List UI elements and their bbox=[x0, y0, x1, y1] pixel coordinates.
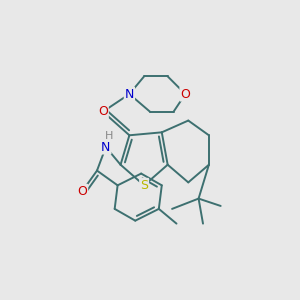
Text: H: H bbox=[105, 131, 113, 141]
Text: N: N bbox=[101, 141, 110, 154]
Text: O: O bbox=[180, 88, 190, 100]
Text: N: N bbox=[125, 88, 134, 100]
Text: S: S bbox=[140, 179, 148, 192]
Text: O: O bbox=[98, 105, 108, 118]
Text: O: O bbox=[77, 185, 87, 198]
